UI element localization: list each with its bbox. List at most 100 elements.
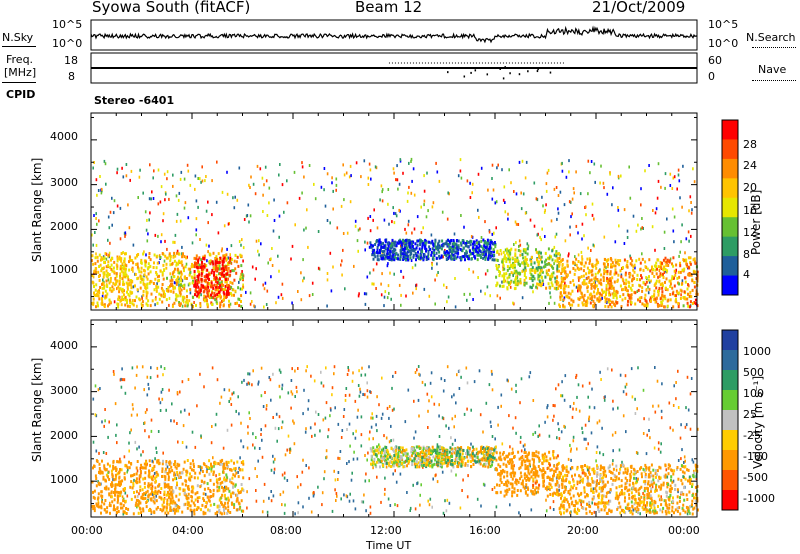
region-point	[203, 294, 206, 298]
region-point	[165, 298, 168, 302]
region-point	[135, 477, 138, 481]
region-point	[103, 467, 106, 471]
echo-point	[563, 398, 566, 402]
region-point	[515, 271, 518, 275]
region-point	[122, 282, 124, 286]
region-point	[98, 462, 101, 466]
region-point	[664, 280, 666, 284]
echo-point	[314, 422, 316, 426]
echo-point	[686, 512, 689, 516]
echo-point	[240, 421, 242, 425]
region-point	[676, 291, 679, 295]
echo-point	[197, 205, 199, 209]
region-point	[97, 492, 100, 496]
region-point	[193, 262, 196, 266]
region-point	[619, 259, 622, 263]
region-point	[118, 470, 121, 474]
echo-point	[681, 205, 683, 209]
echo-point	[525, 160, 528, 164]
region-point	[240, 509, 243, 513]
echo-point	[678, 254, 680, 258]
echo-point	[450, 469, 453, 473]
echo-point	[476, 497, 479, 501]
region-point	[110, 263, 113, 267]
region-point	[231, 269, 234, 273]
echo-point	[384, 290, 387, 294]
echo-point	[260, 366, 263, 370]
echo-point	[666, 475, 669, 479]
region-point	[207, 487, 210, 491]
region-point	[145, 459, 148, 463]
echo-point	[365, 509, 367, 513]
echo-point	[161, 397, 164, 401]
echo-point	[260, 394, 263, 398]
region-point	[686, 301, 689, 305]
echo-point	[270, 398, 272, 402]
echo-point	[396, 504, 399, 508]
echo-point	[281, 383, 284, 387]
echo-point	[612, 459, 614, 463]
region-point	[125, 512, 128, 515]
region-point	[206, 284, 209, 288]
echo-point	[552, 500, 555, 504]
region-point	[181, 510, 184, 514]
region-point	[587, 271, 590, 275]
echo-point	[400, 244, 402, 248]
region-point	[219, 463, 222, 466]
region-point	[118, 287, 121, 291]
echo-point	[427, 499, 429, 503]
echo-point	[215, 474, 217, 478]
region-point	[530, 262, 533, 266]
echo-point	[471, 191, 473, 195]
echo-point	[132, 407, 134, 411]
echo-point	[100, 187, 103, 191]
echo-point	[227, 222, 230, 226]
region-point	[116, 500, 119, 504]
region-point	[644, 265, 647, 269]
region-point	[118, 290, 121, 294]
echo-point	[94, 413, 97, 417]
echo-point	[508, 168, 510, 172]
echo-point	[539, 235, 541, 239]
echo-point	[195, 228, 198, 232]
region-point	[144, 466, 147, 470]
echo-point	[507, 379, 509, 383]
echo-point	[280, 293, 283, 297]
region-point	[146, 286, 149, 290]
region-point	[115, 274, 118, 278]
echo-point	[306, 208, 308, 212]
echo-point	[252, 443, 254, 447]
echo-point	[164, 239, 166, 243]
region-point	[495, 275, 498, 279]
region-point	[221, 502, 223, 506]
region-point	[688, 305, 691, 309]
echo-point	[185, 262, 188, 266]
echo-point	[497, 405, 499, 409]
region-point	[417, 250, 419, 254]
region-point	[545, 286, 548, 290]
echo-point	[435, 473, 437, 477]
region-point	[142, 289, 145, 293]
echo-point	[302, 258, 304, 262]
echo-point	[162, 219, 164, 223]
region-point	[562, 267, 565, 271]
echo-point	[207, 200, 209, 204]
region-point	[512, 280, 515, 284]
region-point	[650, 299, 652, 303]
echo-point	[590, 249, 592, 252]
echo-point	[555, 387, 557, 391]
region-point	[621, 266, 624, 270]
region-point	[93, 293, 96, 297]
region-point	[205, 298, 208, 302]
region-point	[185, 469, 188, 473]
region-point	[222, 290, 225, 294]
region-point	[119, 468, 121, 471]
region-point	[105, 274, 108, 278]
echo-point	[149, 163, 151, 167]
echo-point	[172, 240, 174, 244]
region-point	[483, 243, 486, 247]
region-point	[114, 487, 116, 491]
echo-point	[171, 402, 173, 406]
echo-point	[248, 220, 250, 224]
region-point	[122, 488, 125, 492]
